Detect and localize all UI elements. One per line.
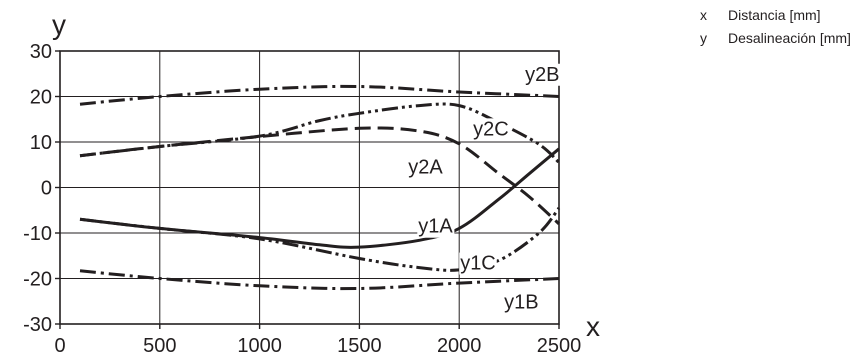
y-tick-label: 10 (30, 132, 52, 154)
series-y1b-line (79, 269, 560, 291)
series-y1c-line (79, 207, 561, 272)
plot-frame (59, 50, 560, 325)
x-tick-label: 500 (143, 335, 176, 356)
series-label-background (417, 215, 455, 238)
x-tick-label: 0 (54, 335, 65, 356)
x-tick-label: 2500 (537, 335, 582, 356)
legend: x Distancia [mm] y Desalineación [mm] (700, 4, 851, 50)
series-label-y2a: y2A (408, 157, 443, 179)
series-label-y1c: y1C (460, 253, 496, 275)
curve-labels: y2B y2C y2A y1A y1C y1B (407, 63, 561, 314)
series-label-background (459, 252, 497, 275)
legend-text: Distancia [mm] (728, 7, 821, 23)
series-label-background (524, 63, 561, 86)
y-axis-label: y (52, 9, 66, 40)
series-y2a-line (79, 126, 561, 226)
y-tick-label: 30 (30, 41, 52, 63)
series-label-y2c: y2C (473, 118, 509, 140)
series-label-y1a: y1A (418, 216, 453, 238)
grid (55, 50, 560, 329)
x-tick-label: 2000 (437, 335, 482, 356)
legend-item-y: y Desalineación [mm] (700, 27, 851, 50)
series-label-background (472, 118, 510, 141)
y-tick-label: 0 (41, 178, 52, 200)
series-y2b-line (79, 84, 560, 106)
y-tick-label: -20 (23, 269, 52, 291)
y-tick-label: -10 (23, 223, 52, 245)
series-label-y1b: y1B (504, 291, 538, 313)
y-tick-label: -30 (23, 314, 52, 336)
legend-item-x: x Distancia [mm] (700, 4, 851, 27)
series-y2c-line (79, 102, 561, 164)
legend-key: y (700, 30, 707, 46)
y-tick-label: 20 (30, 87, 52, 109)
legend-key: x (700, 7, 707, 23)
series-label-background (503, 291, 540, 314)
tick-labels: 0 500 1000 1500 2000 2500 -30 -20 -10 0 10 20 30 (23, 41, 581, 356)
series-label-y2b: y2B (525, 64, 559, 86)
x-tick-label: 1500 (337, 335, 382, 356)
x-axis-label: x (586, 311, 600, 342)
series-label-background (407, 156, 445, 179)
curves (79, 84, 561, 291)
x-tick-label: 1000 (237, 335, 282, 356)
legend-text: Desalineación [mm] (728, 30, 851, 46)
